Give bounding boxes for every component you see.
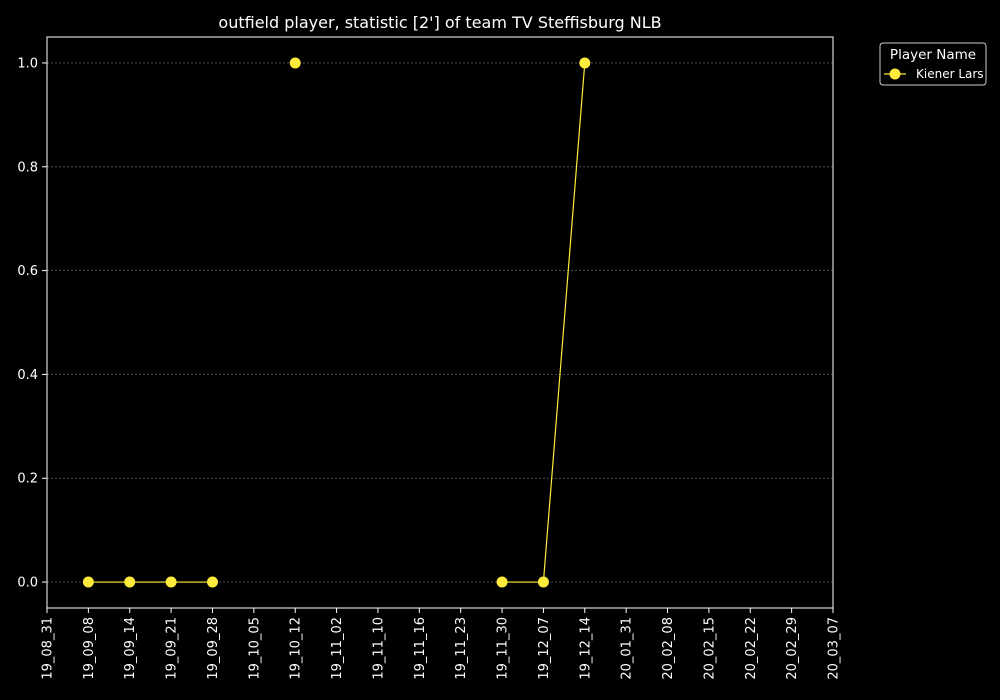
y-tick-label: 0.0 [17, 576, 38, 591]
x-tick-label: 19_09_21 [165, 617, 180, 680]
data-point-19_10_12 [289, 57, 301, 69]
x-tick-label: 19_11_30 [496, 617, 511, 680]
x-tick-label: 19_11_02 [330, 617, 345, 680]
x-tick-label: 19_08_31 [41, 617, 56, 680]
plot-frame [46, 36, 834, 609]
axes [46, 36, 834, 609]
grid-lines [47, 62, 833, 583]
data-point-19_11_30 [496, 576, 508, 588]
x-axis: 19_08_31 19_09_08 19_09_14 19_09_21 19_09_28… [41, 608, 842, 680]
y-tick-label: 0.2 [17, 472, 38, 487]
legend-marker-kiener-lars [889, 68, 901, 80]
x-tick-label: 19_09_28 [206, 617, 221, 680]
legend-label-kiener-lars: Kiener Lars [916, 67, 984, 81]
legend: Player Name Kiener Lars [879, 42, 987, 86]
legend-title: Player Name [890, 47, 976, 63]
chart-title: outfield player, statistic [2'] of team … [218, 13, 661, 32]
y-axis: 0.0 0.2 0.4 0.6 0.8 1.0 [17, 56, 47, 591]
x-tick-label: 20_02_15 [702, 617, 717, 680]
x-tick-label: 19_12_07 [537, 617, 552, 680]
x-tick-label: 19_12_14 [578, 617, 593, 680]
data-point-19_12_07 [537, 576, 549, 588]
y-tick-label: 1.0 [17, 56, 38, 71]
legend-box [879, 42, 987, 86]
x-tick-label: 19_09_08 [82, 617, 97, 680]
data-point-19_09_08 [82, 576, 94, 588]
data-point-19_09_14 [124, 576, 136, 588]
x-tick-label: 20_02_29 [785, 617, 800, 680]
x-tick-label: 19_09_14 [123, 617, 138, 680]
data-point-19_09_28 [206, 576, 218, 588]
x-tick-label: 19_11_23 [454, 617, 469, 680]
x-tick-label: 19_11_10 [371, 617, 386, 680]
y-tick-label: 0.6 [17, 264, 38, 279]
x-tick-label: 20_02_08 [661, 617, 676, 680]
y-tick-label: 0.8 [17, 160, 38, 175]
data-point-19_12_14 [579, 57, 591, 69]
x-tick-label: 20_01_31 [620, 617, 635, 680]
x-tick-label: 20_02_22 [744, 617, 759, 680]
x-tick-label: 19_11_16 [413, 617, 428, 680]
y-tick-label: 0.4 [17, 368, 38, 383]
series-markers [82, 57, 591, 588]
x-tick-label: 19_10_12 [289, 617, 304, 680]
x-tick-label: 20_03_07 [827, 617, 842, 680]
data-point-19_09_21 [165, 576, 177, 588]
x-tick-label: 19_10_05 [247, 617, 262, 680]
